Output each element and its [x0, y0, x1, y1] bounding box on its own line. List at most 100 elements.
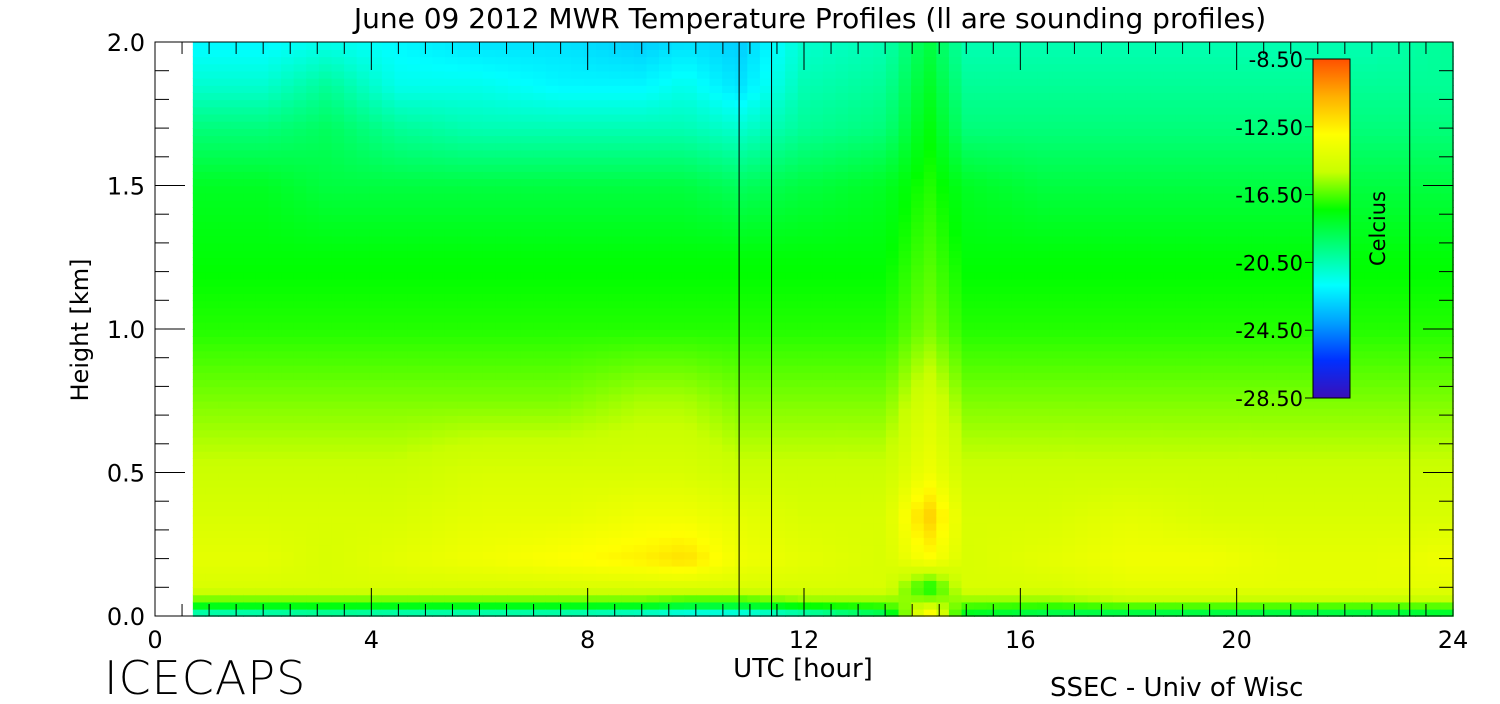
heatmap-cell: [860, 314, 875, 323]
heatmap-cell: [948, 458, 963, 467]
heatmap-cell: [659, 601, 673, 610]
heatmap-cell: [722, 494, 736, 502]
heatmap-cell: [218, 494, 232, 502]
heatmap-cell: [293, 494, 308, 502]
heatmap-cell: [243, 494, 257, 502]
heatmap-cell: [659, 221, 673, 230]
heatmap-cell: [470, 429, 484, 438]
heatmap-cell: [218, 329, 232, 337]
heatmap-cell: [205, 608, 219, 617]
heatmap-cell: [369, 364, 383, 373]
heatmap-cell: [533, 92, 547, 101]
heatmap-cell: [671, 479, 686, 488]
heatmap-cell: [797, 515, 812, 524]
heatmap-cell: [457, 192, 471, 201]
heatmap-cell: [785, 372, 799, 381]
heatmap-cell: [558, 199, 572, 208]
heatmap-cell: [520, 465, 534, 474]
heatmap-cell: [570, 278, 585, 287]
heatmap-cell: [961, 250, 975, 259]
heatmap-cell: [797, 436, 812, 445]
heatmap-cell: [205, 429, 219, 438]
heatmap-cell: [797, 422, 812, 431]
heatmap-cell: [558, 285, 572, 294]
heatmap-cell: [797, 580, 812, 589]
heatmap-cell: [583, 400, 597, 409]
heatmap-cell: [835, 479, 849, 488]
heatmap-cell: [709, 429, 723, 438]
heatmap-cell: [419, 156, 434, 165]
heatmap-cell: [205, 343, 219, 352]
heatmap-cell: [923, 429, 938, 438]
heatmap-cell: [734, 300, 749, 309]
heatmap-cell: [381, 321, 396, 330]
heatmap-cell: [684, 257, 698, 266]
heatmap-cell: [255, 120, 270, 129]
heatmap-cell: [684, 357, 698, 366]
heatmap-cell: [255, 501, 270, 510]
heatmap-cell: [356, 436, 371, 445]
heatmap-cell: [432, 264, 446, 273]
heatmap-cell: [747, 70, 761, 79]
heatmap-cell: [633, 250, 648, 259]
heatmap-cell: [923, 472, 938, 481]
heatmap-cell: [192, 99, 207, 108]
heatmap-cell: [331, 250, 345, 259]
heatmap-cell: [747, 515, 761, 524]
heatmap-cell: [583, 515, 597, 524]
heatmap-cell: [331, 178, 345, 187]
heatmap-cell: [444, 544, 459, 553]
heatmap-cell: [419, 235, 434, 244]
heatmap-cell: [696, 293, 711, 302]
heatmap-cell: [281, 192, 295, 201]
heatmap-cell: [759, 120, 774, 129]
heatmap-cell: [596, 235, 610, 244]
heatmap-cell: [785, 537, 799, 546]
heatmap-cell: [936, 486, 950, 495]
heatmap-cell: [545, 250, 560, 259]
heatmap-cell: [911, 458, 925, 467]
heatmap-cell: [331, 522, 345, 531]
heatmap-cell: [608, 49, 623, 58]
heatmap-cell: [684, 450, 698, 459]
heatmap-cell: [444, 178, 459, 187]
heatmap-cell: [860, 587, 875, 596]
heatmap-cell: [659, 372, 673, 381]
heatmap-cell: [243, 92, 257, 101]
heatmap-cell: [281, 163, 295, 172]
heatmap-cell: [785, 156, 799, 165]
heatmap-cell: [293, 608, 308, 617]
heatmap-cell: [684, 508, 698, 517]
heatmap-cell: [911, 515, 925, 524]
heatmap-cell: [596, 185, 610, 194]
heatmap-cell: [961, 285, 975, 294]
heatmap-cell: [331, 235, 345, 244]
heatmap-cell: [898, 250, 912, 259]
heatmap-cell: [822, 494, 837, 502]
heatmap-cell: [759, 565, 774, 574]
heatmap-cell: [293, 214, 308, 223]
heatmap-cell: [785, 580, 799, 589]
heatmap-cell: [974, 458, 988, 467]
heatmap-cell: [356, 214, 371, 223]
heatmap-cell: [533, 185, 547, 194]
heatmap-cell: [621, 436, 635, 445]
heatmap-cell: [961, 42, 975, 50]
heatmap-cell: [281, 207, 295, 215]
heatmap-cell: [608, 199, 623, 208]
heatmap-cell: [923, 171, 938, 180]
heatmap-cell: [369, 99, 383, 108]
heatmap-cell: [192, 587, 207, 596]
heatmap-cell: [608, 56, 623, 65]
heatmap-cell: [722, 508, 736, 517]
heatmap-cell: [344, 271, 358, 280]
heatmap-cell: [621, 594, 635, 603]
heatmap-cell: [192, 314, 207, 323]
heatmap-cell: [948, 443, 963, 452]
heatmap-cell: [419, 271, 434, 280]
heatmap-cell: [621, 178, 635, 187]
heatmap-cell: [218, 135, 232, 144]
heatmap-cell: [772, 486, 786, 495]
heatmap-cell: [734, 336, 749, 345]
heatmap-cell: [558, 343, 572, 352]
